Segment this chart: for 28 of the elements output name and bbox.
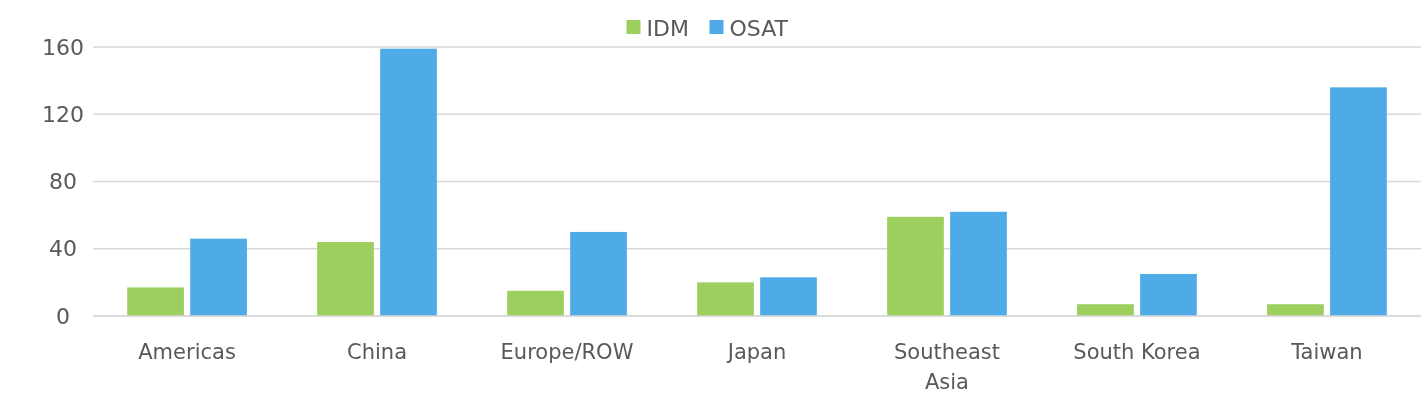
x-tick-label: South Korea <box>1073 340 1201 364</box>
bar <box>570 231 627 316</box>
y-tick-label: 40 <box>49 236 77 262</box>
y-tick-label: 120 <box>42 101 84 127</box>
bar <box>887 216 944 316</box>
bar <box>190 238 247 316</box>
bar <box>1077 304 1134 316</box>
x-tick-label: Americas <box>138 340 236 364</box>
bar <box>1330 87 1387 316</box>
bar <box>507 290 564 316</box>
bar <box>317 242 374 316</box>
bar <box>950 211 1007 316</box>
bar <box>127 287 184 316</box>
x-tick-label: China <box>347 340 408 364</box>
y-tick-label: 0 <box>56 303 70 329</box>
bar <box>380 48 437 316</box>
bar <box>1140 273 1197 316</box>
x-tick-label: Southeast Asia <box>893 340 1000 394</box>
x-tick-label: Taiwan <box>1290 340 1363 364</box>
legend-label: OSAT <box>729 15 789 41</box>
x-tick-label: Europe/ROW <box>500 340 634 364</box>
bar <box>760 277 817 316</box>
legend-label: IDM <box>646 15 689 41</box>
bar <box>1267 304 1324 316</box>
y-tick-label: 80 <box>49 169 77 195</box>
y-tick-label: 160 <box>42 34 84 60</box>
x-tick-label: Japan <box>725 340 787 364</box>
bar <box>697 282 754 316</box>
